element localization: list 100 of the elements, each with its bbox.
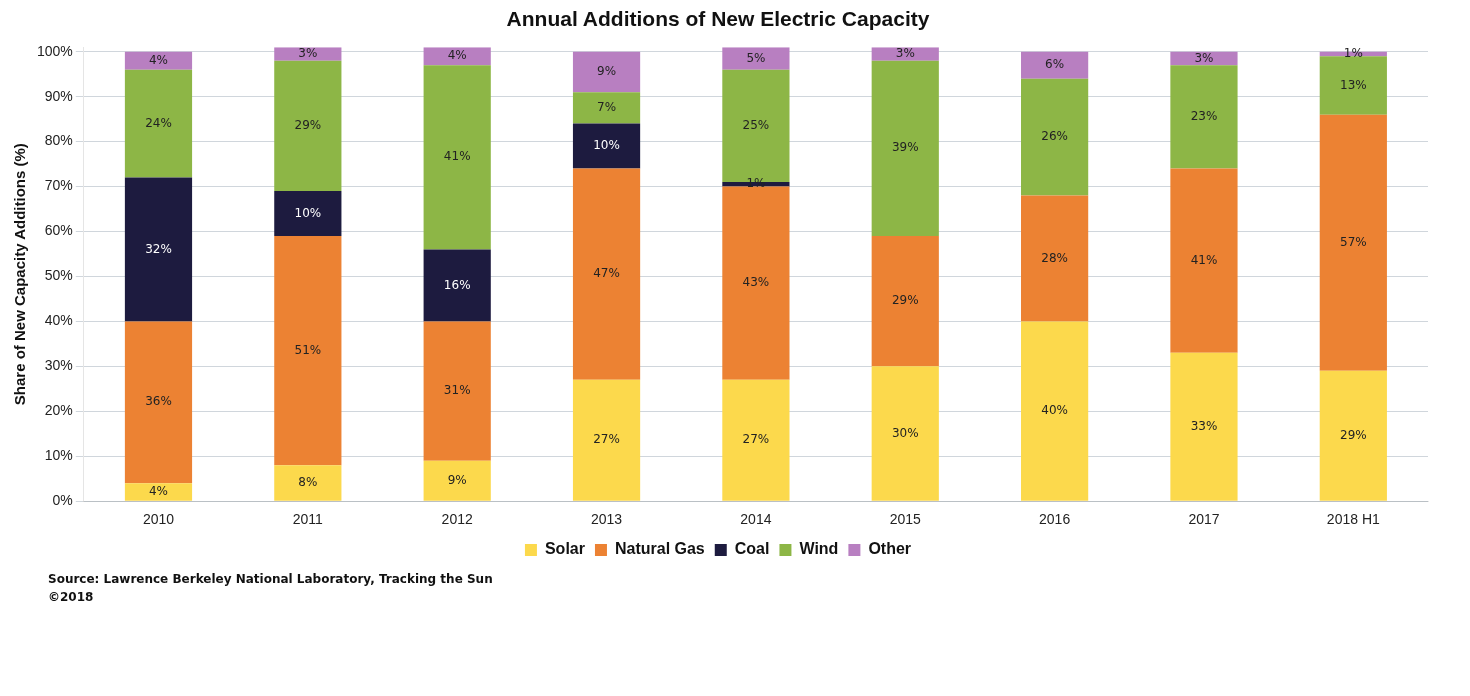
data-label: 5% [746, 50, 766, 65]
x-tick-label: 2011 [292, 511, 324, 528]
bar [1319, 114, 1387, 371]
bar [871, 366, 939, 501]
bar [1021, 321, 1089, 501]
y-tick-label: 20% [44, 402, 73, 419]
y-tick-label: 90% [44, 87, 73, 104]
x-tick-label: 2016 [1039, 511, 1071, 528]
data-label: 6% [1045, 57, 1065, 72]
bar [1021, 78, 1089, 196]
x-tick-label: 2017 [1188, 511, 1220, 528]
bar [1319, 56, 1387, 115]
bar [274, 235, 342, 466]
data-label: 7% [597, 100, 617, 115]
data-label: 32% [145, 241, 172, 256]
y-axis-title: Share of New Capacity Additions (%) [11, 143, 29, 406]
data-label: 25% [742, 117, 770, 132]
data-label: 41% [1190, 252, 1218, 267]
data-label: 27% [742, 432, 770, 447]
bar [871, 60, 939, 236]
data-label: 16% [443, 277, 471, 292]
bar [572, 123, 641, 169]
data-label: 29% [1339, 427, 1367, 442]
data-label: 3% [895, 46, 915, 61]
bar [722, 186, 790, 380]
data-label: 39% [891, 140, 919, 155]
legend-label: Natural Gas [614, 540, 705, 558]
x-tick-label: 2014 [740, 511, 772, 528]
data-label: 3% [1194, 50, 1214, 65]
x-tick-label: 2015 [889, 511, 922, 528]
bar [274, 191, 342, 236]
data-label: 4% [148, 52, 169, 67]
bar [722, 47, 790, 70]
data-label: 4% [148, 484, 169, 499]
data-label: 29% [891, 293, 919, 308]
y-tick-label: 10% [44, 447, 73, 464]
text: ©2018 [48, 590, 95, 604]
data-label: 4% [447, 48, 467, 63]
data-label: 27% [593, 432, 620, 447]
bar [572, 379, 641, 501]
data-label: 10% [294, 205, 322, 220]
x-tick-label: 2013 [590, 511, 623, 528]
bar [1021, 195, 1089, 322]
y-tick-label: 60% [44, 222, 73, 239]
y-tick-label: 0% [52, 492, 73, 509]
data-label: 30% [891, 425, 919, 440]
data-label: 8% [298, 475, 318, 490]
data-label: 3% [298, 46, 318, 61]
bar [423, 249, 491, 322]
data-label: 24% [145, 115, 172, 130]
data-label: 29% [294, 117, 322, 132]
bar [124, 483, 193, 501]
data-label: 31% [443, 383, 471, 398]
y-tick-label: 30% [44, 357, 73, 374]
data-label: 9% [447, 472, 467, 487]
y-tick-label: 50% [44, 267, 73, 284]
data-label: 10% [593, 138, 620, 153]
bar [1170, 168, 1238, 353]
x-tick-label: 2012 [441, 511, 473, 528]
bar [871, 235, 939, 367]
bar [274, 465, 342, 501]
source-note: Source: Lawrence Berkeley National Laboratory, Tracking the Sun [48, 572, 494, 586]
data-label: 40% [1041, 403, 1068, 418]
y-tick-label: 80% [44, 132, 73, 149]
bar [1319, 370, 1387, 501]
x-tick-label: 2018 H1 [1326, 511, 1380, 528]
bar [274, 60, 342, 192]
y-tick-label: 100% [36, 42, 73, 59]
legend-label: Coal [734, 540, 770, 558]
data-label: 57% [1339, 234, 1367, 249]
data-label: 33% [1190, 418, 1218, 433]
chart-title: Annual Additions of New Electric Capacity [506, 7, 930, 31]
y-tick-label: 70% [44, 177, 73, 194]
bar [124, 321, 193, 484]
bar [124, 51, 193, 70]
y-tick-label: 40% [44, 312, 73, 329]
bar [572, 168, 641, 380]
bar [423, 321, 491, 461]
bar [423, 65, 491, 250]
legend-label: Solar [544, 540, 585, 558]
bar [572, 92, 641, 124]
bar [1021, 51, 1089, 79]
legend-label: Wind [799, 540, 839, 558]
data-label: 43% [742, 275, 770, 290]
data-label: 36% [145, 394, 172, 409]
data-label: 13% [1339, 77, 1367, 92]
data-label: 28% [1041, 250, 1068, 265]
data-label: 26% [1041, 129, 1068, 144]
bar [572, 51, 641, 93]
bar [1170, 352, 1238, 501]
bar [423, 460, 491, 501]
legend-label: Other [868, 540, 912, 558]
bar [1170, 65, 1238, 169]
data-label: 23% [1190, 109, 1218, 123]
data-label: 51% [294, 342, 322, 357]
data-label: 47% [593, 266, 620, 281]
data-label: 41% [443, 149, 471, 164]
bar [124, 69, 193, 178]
bar [722, 379, 790, 501]
bar [124, 177, 193, 322]
